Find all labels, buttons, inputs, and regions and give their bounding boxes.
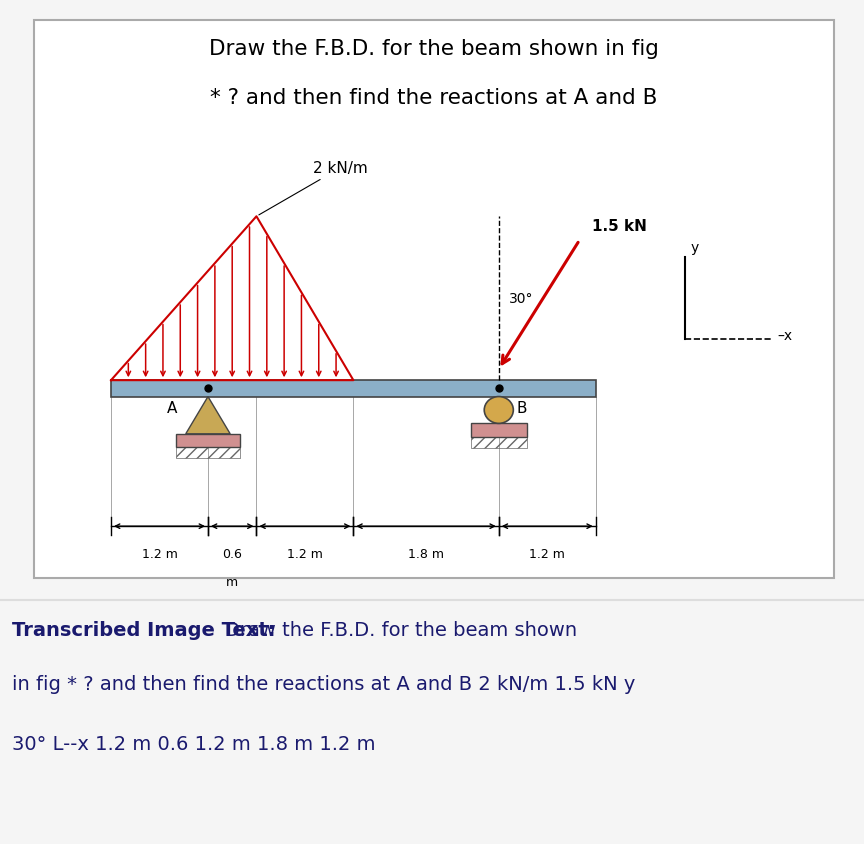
Text: 30°: 30° [509,292,533,306]
Text: 1.8 m: 1.8 m [408,548,444,560]
Text: 2 kN/m: 2 kN/m [259,161,368,215]
Text: Draw the F.B.D. for the beam shown: Draw the F.B.D. for the beam shown [225,619,577,639]
Text: in fig * ? and then find the reactions at A and B 2 kN/m 1.5 kN y: in fig * ? and then find the reactions a… [12,674,635,694]
Text: y: y [691,241,699,254]
Text: 0.6: 0.6 [222,548,242,560]
Text: –x: –x [778,329,792,343]
Text: m: m [226,575,238,588]
Bar [471,437,527,448]
Bar [175,435,240,447]
Bar [471,424,527,437]
Polygon shape [186,397,230,435]
Text: 1.2 m: 1.2 m [287,548,323,560]
Text: 1.5 kN: 1.5 kN [592,219,646,233]
FancyBboxPatch shape [35,20,834,579]
Text: * ? and then find the reactions at A and B: * ? and then find the reactions at A and… [211,88,658,107]
Bar [111,381,596,397]
Bar [175,447,240,459]
Text: A: A [167,401,177,416]
Circle shape [484,397,513,424]
Text: B: B [517,401,527,416]
Text: Draw the F.B.D. for the beam shown in fig: Draw the F.B.D. for the beam shown in fi… [209,39,659,59]
Text: 1.2 m: 1.2 m [530,548,565,560]
Text: 1.2 m: 1.2 m [142,548,177,560]
Text: 30° L--x 1.2 m 0.6 1.2 m 1.8 m 1.2 m: 30° L--x 1.2 m 0.6 1.2 m 1.8 m 1.2 m [12,734,376,754]
Text: Transcribed Image Text:: Transcribed Image Text: [12,619,276,639]
